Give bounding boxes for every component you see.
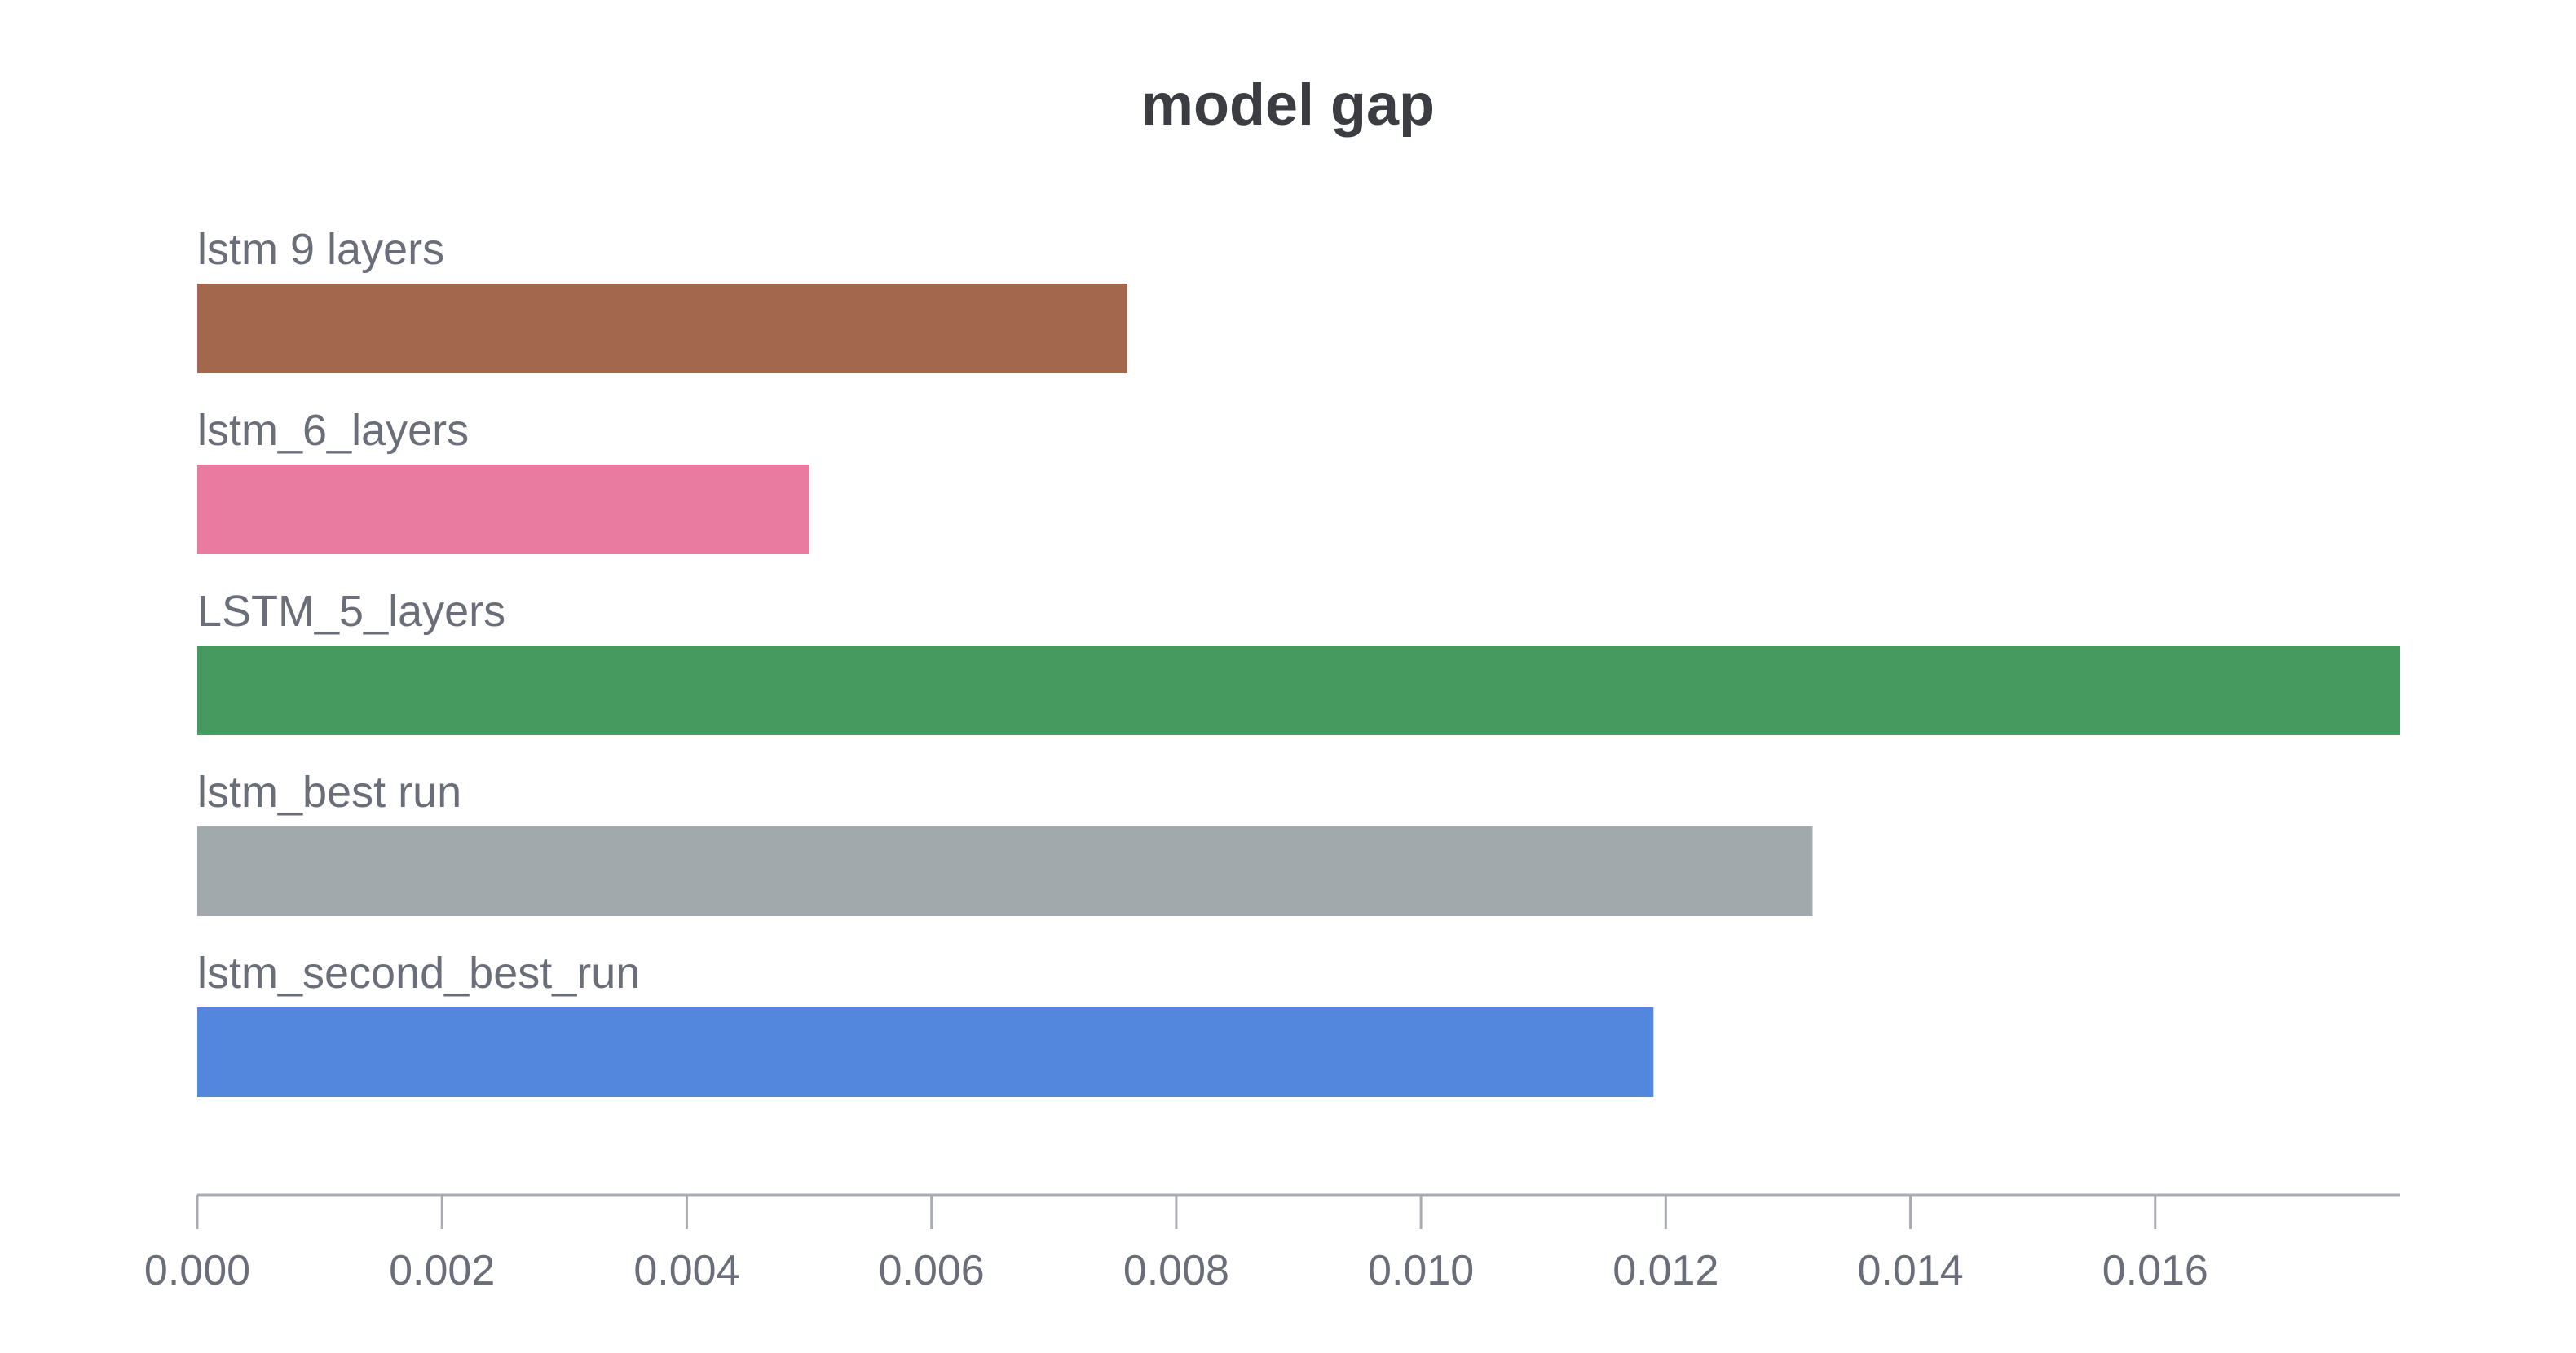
bars-group: lstm 9 layers lstm_6_layers LSTM_5_layersl… xyxy=(197,225,2400,1097)
bar-label-lstm-9-layers: lstm 9 layers xyxy=(197,225,444,274)
bar-label-lstm-best-run: lstm_best run xyxy=(197,768,461,817)
x-axis: 0.000 0.002 0.004 0.006 0.008 0.010 0.012 0.014… xyxy=(144,1193,2400,1294)
bar-label-lstm-5-layers: LSTM_5_layers xyxy=(197,587,505,636)
bar-label-lstm-6-layers: lstm_6_layers xyxy=(197,406,469,455)
bar-lstm-second-best-run[interactable] xyxy=(197,1007,1654,1097)
x-tick-label: 0.002 xyxy=(389,1247,495,1294)
chart-title: model gap xyxy=(1140,73,1436,138)
bar-lstm-best-run[interactable] xyxy=(197,826,1813,916)
x-tick-label: 0.010 xyxy=(1368,1247,1474,1294)
x-tick-label: 0.006 xyxy=(879,1247,985,1294)
x-tick-label: 0.012 xyxy=(1612,1247,1718,1294)
x-tick-label: 0.008 xyxy=(1123,1247,1229,1294)
x-tick-label: 0.016 xyxy=(2102,1247,2208,1294)
x-tick-label: 0.004 xyxy=(633,1247,739,1294)
x-tick-label: 0.014 xyxy=(1857,1247,1963,1294)
x-tick-label: 0.000 xyxy=(144,1247,250,1294)
bar-lstm-9-layers[interactable] xyxy=(197,284,1127,373)
bar-lstm-5-layers[interactable] xyxy=(197,646,2400,735)
bar-label-lstm-second-best-run: lstm_second_best_run xyxy=(197,949,640,998)
bar-lstm-6-layers[interactable] xyxy=(197,465,809,554)
